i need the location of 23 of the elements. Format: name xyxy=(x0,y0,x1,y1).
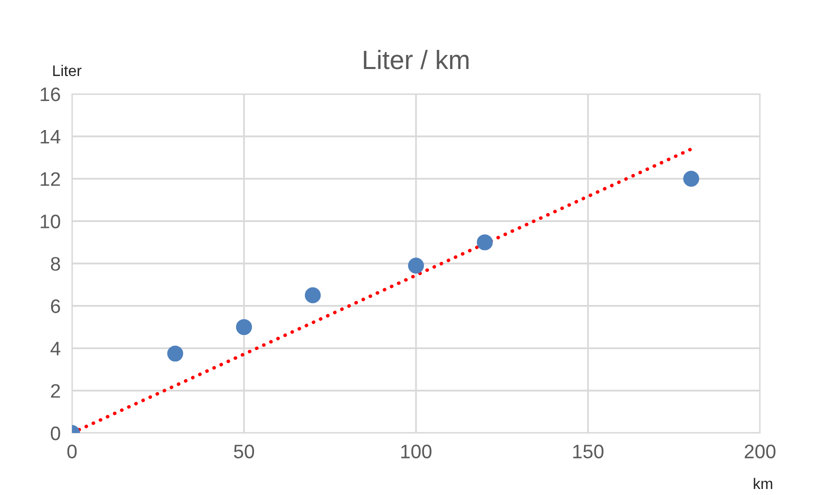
y-tick-label: 10 xyxy=(40,214,60,228)
y-tick-label: 12 xyxy=(40,172,60,186)
y-tick-label: 8 xyxy=(50,256,60,271)
x-tick-label: 200 xyxy=(744,444,776,458)
x-tick-label: 100 xyxy=(401,444,432,458)
y-axis-title: Liter xyxy=(53,64,82,76)
point xyxy=(476,234,493,250)
y-tick-label: 2 xyxy=(51,384,60,398)
point xyxy=(167,346,184,362)
x-axis-title: km xyxy=(754,478,772,489)
y-tick-label: 6 xyxy=(51,299,60,314)
point xyxy=(304,287,321,304)
x-tick-label: 150 xyxy=(573,444,604,458)
y-tick-label: 4 xyxy=(50,342,60,356)
chart-title: Liter / km xyxy=(364,50,469,70)
y-tick-label: 16 xyxy=(40,87,60,102)
y-tick-label: 0 xyxy=(50,426,60,440)
y-tick-label: 14 xyxy=(40,130,60,144)
point xyxy=(236,319,252,336)
point xyxy=(408,258,424,274)
x-tick-label: 0 xyxy=(67,444,77,458)
point xyxy=(683,170,700,187)
x-tick-label: 50 xyxy=(234,444,254,458)
